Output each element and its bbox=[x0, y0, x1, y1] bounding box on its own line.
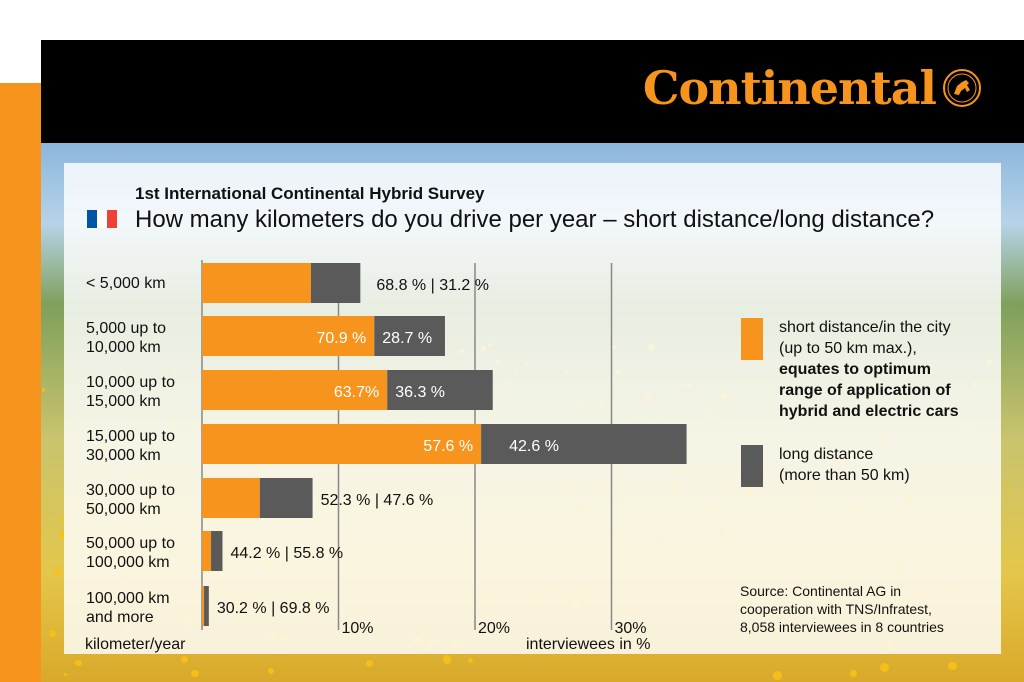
source-note: Source: Continental AG in cooperation wi… bbox=[740, 582, 1000, 636]
flower-dot bbox=[366, 660, 374, 668]
flower-dot bbox=[41, 388, 46, 392]
category-label: 10,000 km bbox=[86, 339, 161, 356]
flower-dot bbox=[442, 655, 452, 664]
legend-short-line2: (up to 50 km max.), bbox=[779, 340, 917, 357]
x-tick-label: 20% bbox=[478, 620, 510, 637]
category-label: 50,000 up to bbox=[86, 535, 175, 552]
flower-dot bbox=[849, 669, 858, 677]
long-value-label: 42.6 % bbox=[509, 438, 559, 455]
flower-dot bbox=[48, 629, 56, 637]
x-tick-label: 30% bbox=[615, 620, 647, 637]
category-label: 10,000 up to bbox=[86, 374, 175, 391]
bar-value-label: 52.3 % | 47.6 % bbox=[321, 492, 434, 509]
category-label: 100,000 km bbox=[86, 590, 170, 607]
long-value-label: 36.3 % bbox=[395, 384, 445, 401]
bar-value-label: 68.8 % | 31.2 % bbox=[376, 277, 489, 294]
bar-short-segment bbox=[202, 263, 311, 303]
flag-stripe-blue bbox=[87, 210, 97, 228]
flower-dot bbox=[59, 531, 68, 539]
bar-long-segment bbox=[374, 316, 445, 356]
continental-logo: Continental bbox=[643, 58, 982, 118]
horse-emblem-icon bbox=[943, 69, 981, 107]
legend-short-text: short distance/in the city (up to 50 km … bbox=[779, 317, 994, 422]
flower-dot bbox=[75, 659, 82, 667]
flower-dot bbox=[948, 661, 957, 671]
france-flag-icon bbox=[87, 210, 117, 228]
x-axis-label-left: kilometer/year bbox=[85, 636, 186, 653]
long-value-label: 28.7 % bbox=[382, 330, 432, 347]
bar-value-label: 30.2 % | 69.8 % bbox=[217, 600, 330, 617]
short-value-label: 57.6 % bbox=[423, 438, 473, 455]
legend-short-bold2: range of application of bbox=[779, 382, 951, 399]
legend-long-swatch bbox=[741, 445, 763, 487]
bar-short-segment bbox=[202, 370, 388, 410]
bar-short-segment bbox=[202, 478, 260, 518]
bar-value-label: 44.2 % | 55.8 % bbox=[230, 545, 343, 562]
logo-wordmark: Continental bbox=[642, 61, 937, 115]
flower-dot bbox=[773, 671, 783, 681]
legend-short-swatch bbox=[741, 318, 763, 360]
short-value-label: 63.7% bbox=[334, 384, 379, 401]
legend-short-line1: short distance/in the city bbox=[779, 319, 951, 336]
legend-long-line1: long distance bbox=[779, 446, 874, 463]
short-value-label: 70.9 % bbox=[316, 330, 366, 347]
flower-dot bbox=[180, 656, 188, 664]
bar-long-segment bbox=[310, 263, 361, 303]
flower-dot bbox=[468, 658, 474, 664]
bar-short-segment bbox=[202, 531, 212, 571]
legend-long-text: long distance (more than 50 km) bbox=[779, 444, 994, 486]
category-label: 5,000 up to bbox=[86, 320, 166, 337]
flower-dot bbox=[1006, 488, 1011, 492]
bar-short-segment bbox=[202, 586, 205, 626]
category-label: < 5,000 km bbox=[86, 275, 166, 292]
flower-dot bbox=[191, 669, 199, 678]
bar-long-segment bbox=[387, 370, 493, 410]
header-bar: Continental bbox=[41, 40, 1024, 143]
bar-long-segment bbox=[211, 531, 223, 571]
category-label: and more bbox=[86, 609, 154, 626]
flower-dot bbox=[54, 567, 61, 575]
legend-short-bold3: hybrid and electric cars bbox=[779, 403, 959, 420]
source-line1: Source: Continental AG in bbox=[740, 583, 902, 599]
flower-dot bbox=[63, 672, 67, 676]
bar-long-segment bbox=[259, 478, 313, 518]
category-label: 30,000 up to bbox=[86, 482, 175, 499]
category-label: 15,000 up to bbox=[86, 428, 175, 445]
flower-dot bbox=[879, 662, 890, 672]
bar-long-segment bbox=[481, 424, 687, 464]
source-line3: 8,058 interviewees in 8 countries bbox=[740, 619, 944, 635]
question-title: How many kilometers do you drive per yea… bbox=[135, 206, 935, 233]
flag-stripe-white bbox=[97, 210, 107, 228]
source-line2: cooperation with TNS/Infratest, bbox=[740, 601, 932, 617]
flower-dot bbox=[267, 668, 274, 675]
x-tick-label: 10% bbox=[342, 620, 374, 637]
legend-short-bold1: equates to optimum bbox=[779, 361, 932, 378]
x-axis-label-right: interviewees in % bbox=[526, 636, 651, 653]
orange-side-bar bbox=[0, 83, 41, 682]
bar-short-segment bbox=[202, 316, 375, 356]
bar-short-segment bbox=[202, 424, 482, 464]
flag-stripe-red bbox=[107, 210, 117, 228]
survey-title: 1st International Continental Hybrid Sur… bbox=[135, 184, 485, 203]
category-label: 30,000 km bbox=[86, 447, 161, 464]
legend-long-line2: (more than 50 km) bbox=[779, 467, 910, 484]
category-label: 15,000 km bbox=[86, 393, 161, 410]
category-label: 100,000 km bbox=[86, 554, 170, 571]
bar-long-segment bbox=[204, 586, 209, 626]
category-label: 50,000 km bbox=[86, 501, 161, 518]
